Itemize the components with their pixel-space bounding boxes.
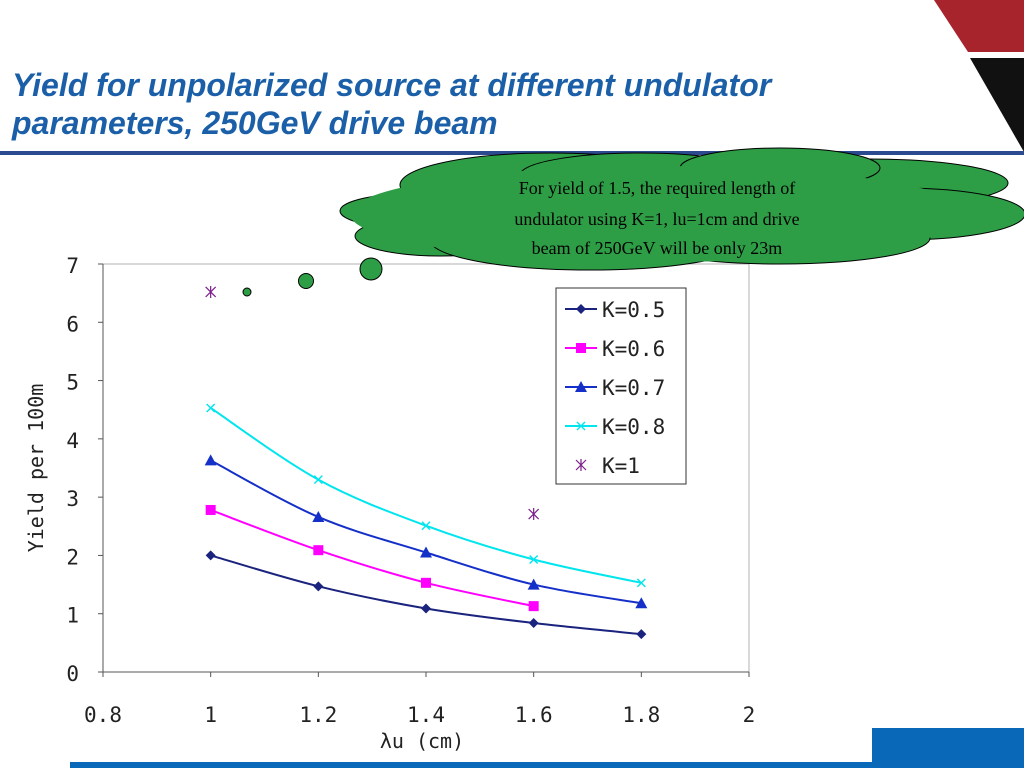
series-layer	[204, 285, 648, 640]
y-tick-label: 6	[66, 312, 79, 336]
corner-red-stripe	[934, 0, 1024, 52]
callout-line-3: beam of 250GeV will be only 23m	[532, 238, 783, 258]
corner-blue-block	[872, 728, 1024, 768]
bottom-rule	[70, 762, 1024, 768]
x-tick-label: 1	[204, 703, 217, 727]
data-point-k-0-7	[420, 546, 432, 558]
axis-ticks: 0 1 2 3 4 5 6 7 0.8 1 1.2 1.4 1.6 1.8 2	[66, 254, 755, 727]
callout-text: For yield of 1.5, the required length of…	[514, 178, 799, 258]
y-axis-label: Yield per 100m	[24, 384, 48, 553]
legend: K=0.5 K=0.6 K=0.7 K=0.8 K=1	[555, 287, 687, 485]
data-point-k-0-7	[635, 597, 648, 609]
data-point-k-0-8	[529, 555, 539, 565]
legend-item-k-1: K=1	[575, 454, 640, 478]
legend-marker-k-0-8	[576, 421, 586, 431]
series-k-0-5	[205, 550, 647, 640]
y-tick-label: 1	[66, 604, 79, 628]
data-point-k-0-5	[636, 629, 647, 640]
y-tick-label: 4	[66, 429, 79, 453]
callout-line-1: For yield of 1.5, the required length of	[519, 178, 795, 198]
series-line-k-0-5	[210, 554, 642, 636]
data-point-k-0-5	[528, 618, 539, 629]
y-tick-label: 7	[66, 254, 79, 278]
callout-bubble-large	[359, 257, 383, 281]
x-tick-label: 1.4	[407, 703, 445, 727]
callout-line-2: undulator using K=1, lu=1cm and drive	[514, 209, 799, 229]
x-tick-label: 1.6	[515, 703, 553, 727]
data-point-k-1	[205, 285, 217, 298]
data-point-k-0-7	[527, 578, 540, 590]
legend-item-k-0-5: K=0.5	[565, 298, 665, 322]
series-k-0-6	[205, 504, 539, 612]
data-point-k-0-8	[313, 475, 323, 485]
legend-label-k-0-7: K=0.7	[602, 376, 665, 400]
x-tick-label: 2	[743, 703, 756, 727]
callout-bubble-medium	[298, 273, 314, 289]
callout-cloud-fill	[350, 166, 970, 262]
series-k-1	[205, 285, 540, 521]
y-tick-label: 0	[66, 662, 79, 686]
series-line-k-0-6	[210, 509, 534, 608]
data-point-k-0-7	[204, 454, 217, 466]
y-tick-label: 3	[66, 487, 79, 511]
data-point-k-1	[528, 508, 540, 521]
callout-cloud: For yield of 1.5, the required length of…	[242, 147, 1024, 297]
x-tick-label: 0.8	[84, 703, 122, 727]
data-point-k-0-5	[313, 581, 324, 592]
data-point-k-0-8	[206, 403, 216, 413]
callout-bubble-small	[242, 287, 252, 297]
legend-label-k-0-6: K=0.6	[602, 337, 665, 361]
x-tick-label: 1.8	[622, 703, 660, 727]
data-point-k-0-7	[312, 510, 325, 522]
data-point-k-0-6	[313, 545, 324, 556]
data-point-k-0-6	[528, 601, 539, 612]
y-tick-label: 2	[66, 545, 79, 569]
legend-item-k-0-7: K=0.7	[565, 376, 665, 400]
legend-marker-k-0-7	[575, 381, 587, 392]
data-point-k-0-6	[421, 577, 431, 588]
legend-label-k-0-5: K=0.5	[602, 298, 665, 322]
corner-black-stripe	[970, 58, 1024, 152]
slide-title-line-2: parameters, 250GeV drive beam	[12, 105, 498, 141]
title-underline	[0, 151, 1024, 155]
legend-item-k-0-6: K=0.6	[565, 337, 665, 361]
data-point-k-0-8	[421, 521, 431, 531]
slide-title-line-1: Yield for unpolarized source at differen…	[12, 67, 772, 103]
data-point-k-0-8	[636, 578, 646, 588]
legend-label-k-1: K=1	[602, 454, 640, 478]
series-k-0-7	[204, 454, 648, 609]
x-tick-label: 1.2	[299, 703, 337, 727]
legend-marker-k-1	[575, 459, 587, 471]
series-k-0-8	[206, 403, 646, 588]
legend-marker-k-0-6	[576, 343, 586, 353]
data-point-k-0-6	[205, 504, 216, 515]
y-tick-label: 5	[66, 371, 79, 395]
legend-marker-k-0-5	[576, 304, 586, 314]
data-point-k-0-5	[421, 603, 431, 614]
legend-item-k-0-8: K=0.8	[565, 415, 665, 439]
data-point-k-0-5	[205, 550, 216, 561]
yield-chart: 0 1 2 3 4 5 6 7 0.8 1 1.2 1.4 1.6 1.8 2 Yield per 100m…	[24, 254, 755, 753]
legend-label-k-0-8: K=0.8	[602, 415, 665, 439]
slide-title: Yield for unpolarized source at differen…	[12, 66, 972, 142]
x-axis-label: λu (cm)	[380, 729, 464, 753]
